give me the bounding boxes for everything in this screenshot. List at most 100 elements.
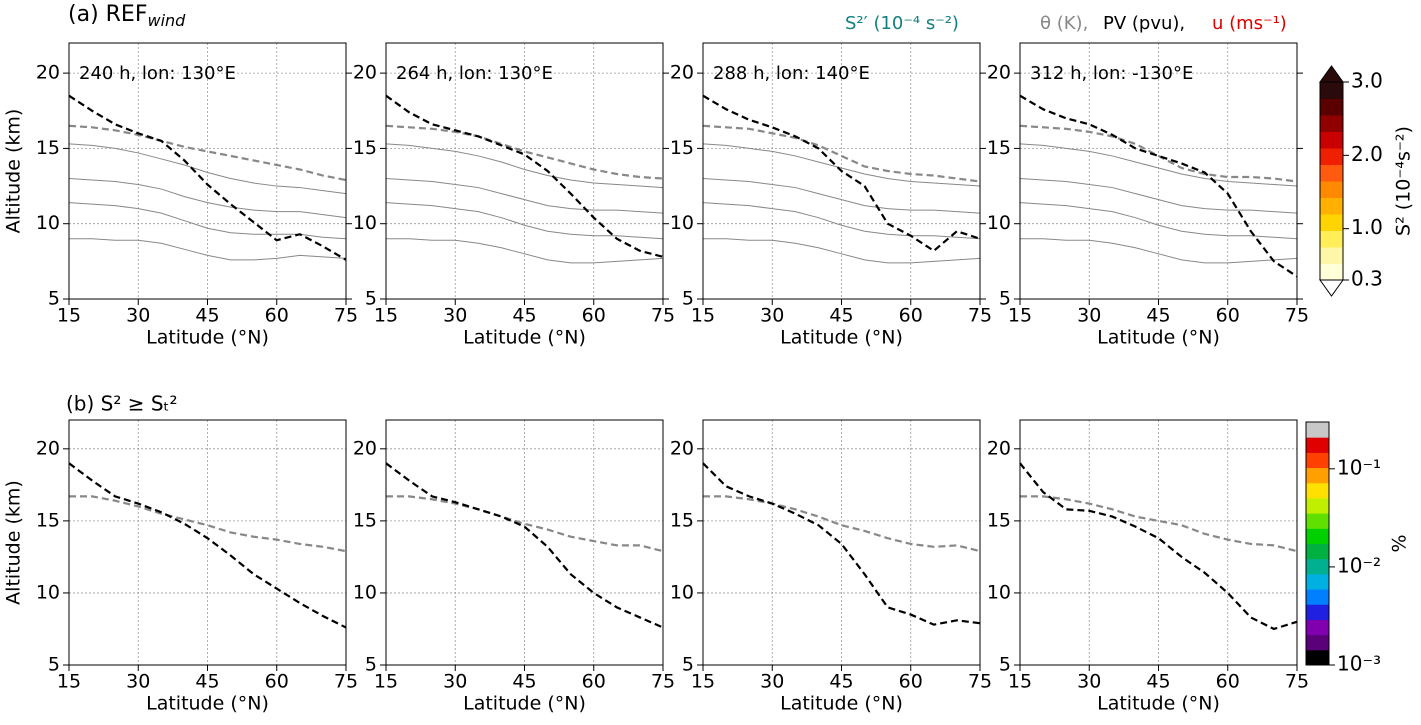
y-tick-label: 10 (353, 212, 377, 234)
x-tick-label: 30 (443, 305, 467, 327)
x-tick-label: 30 (443, 671, 467, 693)
x-tick-label: 60 (582, 671, 606, 693)
colorbar-tick-label: 2.0 (1351, 142, 1383, 166)
y-tick-label: 20 (353, 437, 377, 459)
colorbar-tick-label: 10⁻¹ (1337, 455, 1381, 479)
colorbar-swatch (1306, 619, 1329, 636)
x-tick-label: 45 (1146, 305, 1170, 327)
panel-title: 240 h, lon: 130°E (79, 63, 236, 84)
series-line (703, 495, 981, 553)
colorbar-tick-label: 10⁻³ (1337, 652, 1381, 676)
x-axis-label: Latitude (°N) (146, 693, 269, 715)
series-line (68, 178, 347, 219)
series-line (68, 143, 347, 195)
series-line (68, 124, 347, 182)
panel-title: 288 h, lon: 140°E (713, 63, 870, 84)
colorbar-swatch (1306, 589, 1329, 605)
y-tick-label: 10 (670, 212, 694, 234)
colorbar-swatch (1320, 148, 1343, 165)
series-line (1019, 178, 1298, 214)
y-tick-label: 15 (987, 137, 1011, 159)
x-tick-label: 75 (651, 671, 675, 693)
colorbar-swatch (1320, 214, 1343, 231)
x-tick-label: 30 (1077, 305, 1101, 327)
colorbar-swatch (1320, 247, 1343, 264)
y-tick-label: 5 (365, 654, 377, 676)
y-tick-label: 5 (682, 288, 694, 310)
series-line (68, 94, 347, 261)
colorbar-swatch (1320, 197, 1343, 215)
x-tick-label: 60 (582, 305, 606, 327)
y-tick-label: 20 (36, 62, 60, 84)
colorbar-swatch (1320, 115, 1343, 132)
x-tick-label: 60 (899, 671, 923, 693)
colorbar-swatch (1306, 452, 1329, 469)
x-tick-label: 30 (760, 305, 784, 327)
colorbar-swatch (1320, 131, 1343, 149)
series-line (69, 495, 347, 553)
y-tick-label: 20 (670, 437, 694, 459)
colorbar-swatch (1320, 82, 1343, 99)
y-tick-label: 10 (670, 581, 694, 603)
x-tick-label: 75 (968, 671, 992, 693)
colorbar-swatch (1306, 558, 1329, 575)
y-tick-label: 20 (670, 62, 694, 84)
colorbar-swatch (1306, 422, 1329, 438)
series-line (703, 238, 981, 264)
x-tick-label: 75 (651, 305, 675, 327)
x-tick-label: 75 (1285, 305, 1309, 327)
y-tick-label: 20 (987, 437, 1011, 459)
y-tick-label: 5 (999, 288, 1011, 310)
y-tick-label: 10 (36, 212, 60, 234)
row-label-subscript: wind (147, 11, 186, 30)
colorbar-swatch (1306, 528, 1329, 544)
panel-title: 312 h, lon: -130°E (1030, 63, 1193, 84)
series-line (702, 202, 981, 240)
x-axis-label: Latitude (°N) (463, 327, 586, 349)
plot-frame (702, 42, 981, 300)
y-tick-label: 5 (48, 654, 60, 676)
plot-frame (385, 419, 664, 666)
y-tick-label: 15 (353, 137, 377, 159)
x-tick-label: 30 (126, 305, 150, 327)
x-tick-label: 45 (195, 305, 219, 327)
plot-frame (1019, 419, 1298, 666)
colorbar-tick-label: 10⁻² (1337, 553, 1381, 577)
colorbar-swatch (1320, 98, 1343, 116)
series-line (68, 462, 347, 629)
colorbar-swatch (1306, 497, 1329, 514)
y-tick-label: 20 (353, 62, 377, 84)
colorbar-swatch (1320, 263, 1343, 281)
x-tick-label: 15 (57, 671, 81, 693)
plot-frame (702, 419, 981, 666)
x-axis-label: Latitude (°N) (780, 327, 903, 349)
series-line (385, 462, 664, 629)
y-tick-label: 5 (999, 654, 1011, 676)
series-line (1019, 143, 1298, 187)
header-u: u (ms⁻¹) (1212, 13, 1287, 34)
y-tick-label: 10 (987, 581, 1011, 603)
y-axis-label: Altitude (km) (3, 480, 25, 605)
series-line (386, 495, 664, 553)
x-tick-label: 15 (1008, 671, 1032, 693)
x-tick-label: 60 (1216, 671, 1240, 693)
y-tick-label: 20 (987, 62, 1011, 84)
series-line (385, 202, 664, 240)
row-label-text: (a) REF (68, 2, 147, 27)
colorbar-swatch (1306, 649, 1329, 666)
colorbar-swatch (1306, 482, 1329, 499)
x-tick-label: 15 (374, 671, 398, 693)
header-theta: θ (K), (1040, 13, 1088, 34)
colorbar-tick-label: 3.0 (1351, 69, 1383, 93)
plot-frame (68, 42, 347, 300)
series-line (1020, 495, 1298, 553)
colorbar-extend (1319, 65, 1344, 83)
y-tick-label: 10 (987, 212, 1011, 234)
colorbar-swatch (1320, 230, 1343, 248)
x-tick-label: 15 (374, 305, 398, 327)
colorbar-swatch (1306, 604, 1329, 620)
x-tick-label: 60 (265, 671, 289, 693)
plot-frame (68, 419, 347, 666)
colorbar-swatch (1320, 181, 1343, 198)
